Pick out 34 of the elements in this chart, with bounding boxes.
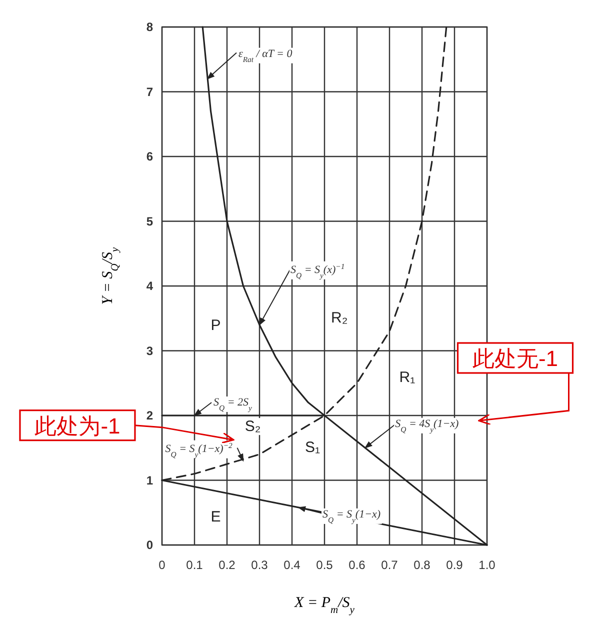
x-tick-label: 0.2 <box>218 558 236 572</box>
annotation: S$_{Q}$ = 4S$_{y}$(1−x) <box>395 418 460 434</box>
annotation: R₁ <box>399 368 416 386</box>
annotation: P <box>210 317 221 334</box>
annotation: R₂ <box>331 309 348 326</box>
annotation: E <box>210 508 221 526</box>
y-tick-label: 2 <box>146 408 154 422</box>
x-tick-label: 0.6 <box>348 558 366 572</box>
y-tick-label: 1 <box>146 473 154 488</box>
y-tick-label: 5 <box>146 214 154 228</box>
x-tick-label: 0.5 <box>316 558 334 572</box>
y-tick-label: 4 <box>146 279 154 293</box>
annotation: S$_{Q}$ = S$_{y}$(1−x)$^{−2}$ <box>165 440 232 458</box>
annotation: S$_{Q}$ = S$_{y}$(1−x) <box>322 508 381 524</box>
y-tick-label: 8 <box>146 20 154 34</box>
y-tick-label: 3 <box>146 344 154 358</box>
x-tick-label: 0.4 <box>284 558 301 572</box>
annotation: S$_{Q}$ = S$_{y}$(x)$^{−1}$ <box>290 261 345 280</box>
annotation: S₁ <box>305 438 320 456</box>
x-tick-label: 0.3 <box>251 558 268 572</box>
x-tick-label: 0.7 <box>381 558 398 572</box>
annotation: S₂ <box>244 418 261 436</box>
x-tick-label: 0.1 <box>186 558 204 572</box>
x-axis-title: X = P$_{m}$/S$_{y}$ <box>294 595 355 616</box>
annotation: ε$_{Rat}$ / αT = 0 <box>238 48 293 64</box>
y-tick-label: 7 <box>146 84 154 99</box>
x-tick-label: 0.8 <box>414 558 431 572</box>
y-tick-label: 6 <box>146 150 154 164</box>
x-tick-label: 0 <box>158 558 166 572</box>
x-tick-label: 0.9 <box>446 558 464 572</box>
x-tick-label: 1.0 <box>478 558 496 572</box>
y-tick-label: 0 <box>146 538 154 552</box>
annotation: S$_{Q}$ = 2S$_{y}$ <box>214 396 252 412</box>
annotation: 此处无-1 <box>472 346 558 371</box>
